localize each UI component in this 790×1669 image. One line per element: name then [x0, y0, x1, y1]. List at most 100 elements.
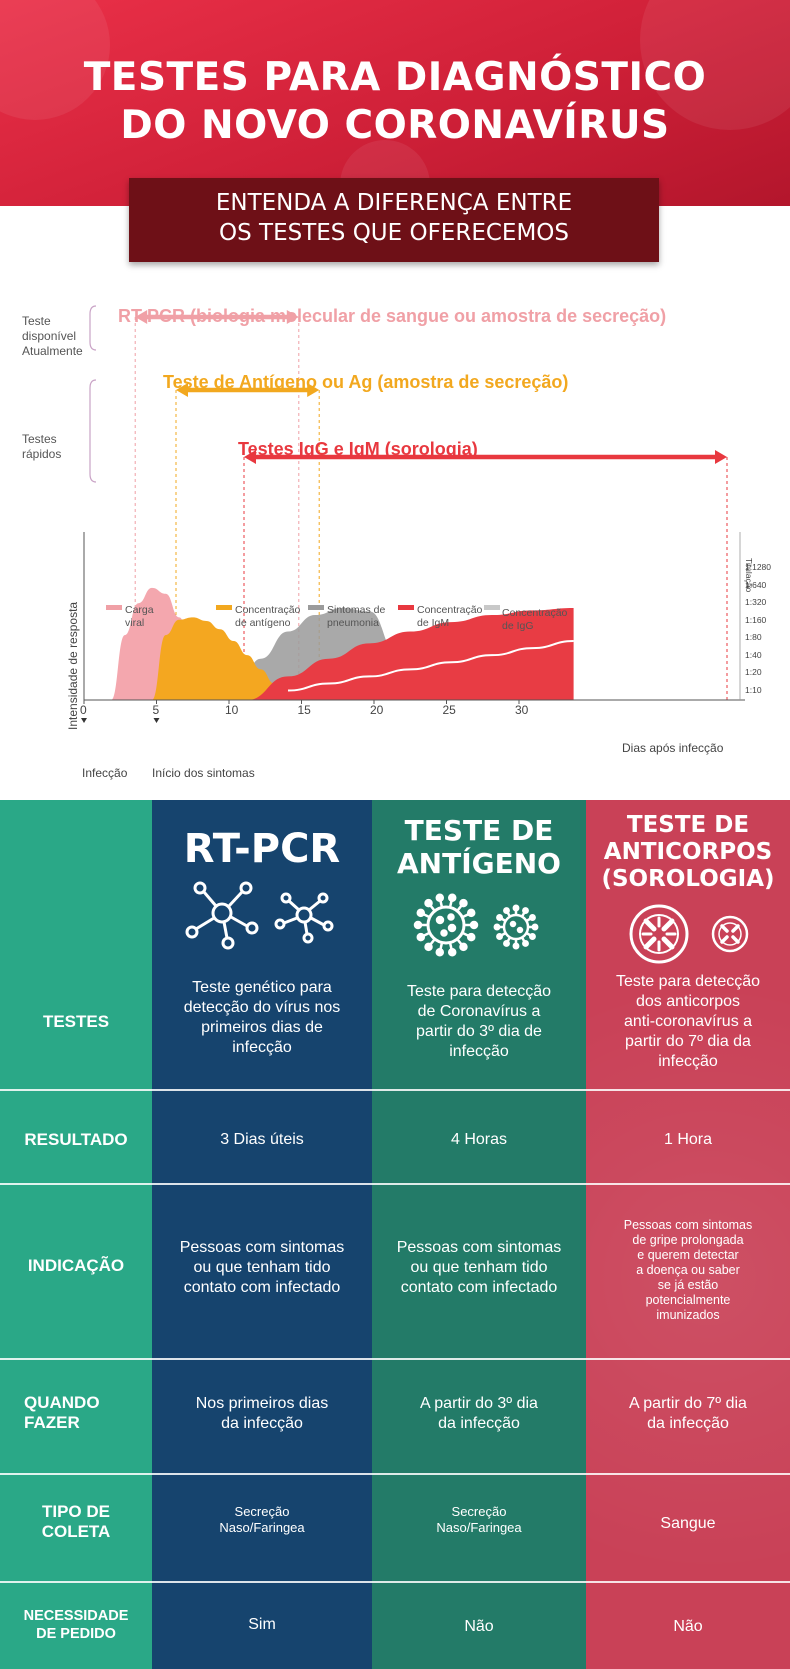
legend-igg-line-1: Concentração — [502, 607, 568, 619]
cell-text-line: de gripe prolongada — [632, 1233, 744, 1247]
row-label-collection-line-2: COLETA — [41, 1522, 111, 1541]
virus-spike-tip — [503, 940, 510, 947]
page-title: TESTES PARA DIAGNÓSTICO DO NOVO CORONAVÍ… — [0, 54, 790, 150]
event-marker — [81, 718, 87, 723]
cell-text-line: e querem detectar — [637, 1248, 739, 1262]
legend-igm: Concentração de IgM — [417, 604, 482, 630]
row-label-request-line-1: NECESSIDADE — [23, 1608, 129, 1624]
cell-text-line: Secreção — [234, 1504, 290, 1519]
row-divider — [0, 1473, 790, 1475]
virus-spike-tip — [424, 898, 433, 908]
cell-text-line: Nos primeiros dias — [195, 1395, 329, 1412]
x-tick-label: 25 — [442, 703, 456, 717]
rapid-tests-label: Testes rápidos — [22, 432, 61, 462]
column-header-antigen: TESTE DE ANTÍGENO — [372, 800, 586, 980]
cell-text-line: imunizados — [656, 1308, 720, 1322]
range-label-serology: Testes IgG e IgM (sorologia) — [238, 439, 478, 459]
cell-text-line: 1 Hora — [663, 1131, 713, 1148]
cell-result-antibody: 1 Hora — [586, 1130, 790, 1150]
cell-text-line: Teste para detecção — [615, 973, 761, 990]
range-arrow-head-left — [244, 450, 256, 464]
cell-indication-antigen: Pessoas com sintomas ou que tenham tido … — [372, 1238, 586, 1298]
available-label-line-3: Atualmente — [22, 344, 83, 358]
right-tick-label: 1:640 — [745, 579, 767, 590]
cell-text-line: partir do 7º dia da — [625, 1033, 751, 1050]
comparison-table: RT-PCR TESTE DE ANTÍGENO — [0, 800, 790, 1669]
rapid-label-line-1: Testes — [22, 432, 57, 446]
y-axis-label: Intensidade de resposta — [66, 601, 80, 730]
row-label-tests: TESTES — [42, 1012, 110, 1031]
timeline-chart: Teste disponível Atualmente Testes rápid… — [0, 262, 790, 800]
virus-icon — [413, 893, 539, 957]
available-test-label: Teste disponível Atualmente — [22, 314, 83, 359]
virus-spike-tip — [496, 914, 503, 921]
cell-tests-rt-pcr: Teste genético para detecção do vírus no… — [152, 978, 372, 1058]
cell-text-line: Naso/Faringea — [436, 1520, 522, 1535]
virus-spike-tip — [447, 893, 457, 902]
cell-text-line: Teste para detecção — [406, 983, 552, 1000]
cell-text-line: Não — [673, 1618, 703, 1635]
legend-igg-line-2: de IgG — [502, 620, 534, 632]
row-label-indication: INDICAÇÃO — [27, 1256, 125, 1275]
cell-request-antigen: Não — [372, 1617, 586, 1637]
legend-swatch — [308, 605, 324, 610]
right-tick-label: 1:1280 — [745, 562, 771, 572]
cell-text-line: 3 Dias úteis — [220, 1131, 304, 1148]
cell-text-line: dos anticorpos — [635, 993, 741, 1010]
cell-text-line: A partir do 7º dia — [629, 1395, 747, 1412]
range-arrow-head-right — [715, 450, 727, 464]
x-tick-label: 15 — [297, 703, 311, 717]
legend-antigen-line-2: de antígeno — [235, 617, 291, 629]
virus-spike-tip — [416, 908, 426, 918]
rapid-label-line-2: rápidos — [22, 447, 62, 461]
legend-viral-load-line-2: viral — [125, 617, 145, 629]
cell-text-line: detecção do vírus nos — [183, 999, 341, 1016]
cell-text-line: Naso/Faringea — [219, 1520, 305, 1535]
virus-spike-tip — [496, 933, 503, 940]
x-tick-label: 30 — [515, 703, 529, 717]
column-title-antibody-line-2: ANTICORPOS — [603, 839, 773, 865]
legend-swatch — [398, 605, 414, 610]
row-divider — [0, 1183, 790, 1185]
range-label-antigen: Teste de Antígeno ou Ag (amostra de secr… — [163, 372, 569, 392]
virus-spike-tip — [416, 932, 426, 942]
cell-text-line: Secreção — [451, 1504, 507, 1519]
x-axis-label: Dias após infecção — [622, 741, 724, 755]
event-marker — [153, 718, 160, 723]
legend-pneumonia-line-1: Sintomas de — [327, 604, 386, 616]
right-tick-label: 1:160 — [745, 614, 767, 625]
row-label-when: QUANDO FAZER — [0, 1393, 152, 1433]
cell-text-line: a doença ou saber — [636, 1263, 740, 1277]
column-title-antibody-line-1: TESTE DE — [626, 812, 750, 838]
virus-spike-tip — [435, 893, 445, 902]
row-label-when-line-2: FAZER — [24, 1413, 80, 1432]
molecule-icon — [185, 881, 334, 950]
right-tick-label: 1:320 — [745, 597, 767, 607]
cell-indication-rt-pcr: Pessoas com sintomas ou que tenham tido … — [152, 1238, 372, 1298]
legend-igg: Concentração de IgG — [502, 607, 567, 633]
row-label-collection: TIPO DE COLETA — [0, 1502, 152, 1542]
subtitle-line-2: OS TESTES QUE OFERECEMOS — [219, 220, 569, 246]
virus-spike-tip — [413, 920, 423, 930]
subtitle-line-1: ENTENDA A DIFERENÇA ENTRE — [215, 190, 573, 216]
cell-text-line: Pessoas com sintomas — [396, 1239, 562, 1256]
cell-text-line: ou que tenham tido — [193, 1259, 331, 1276]
cell-text-line: infecção — [232, 1039, 292, 1056]
antigen-area — [152, 617, 302, 700]
range-arrow-head-left — [176, 383, 188, 397]
cell-text-line: Pessoas com sintomas — [179, 1239, 345, 1256]
cell-request-antibody: Não — [586, 1617, 790, 1637]
row-label-request: NECESSIDADE DE PEDIDO — [0, 1607, 152, 1643]
cell-text-line: da infecção — [647, 1415, 729, 1432]
cell-when-antibody: A partir do 7º dia da infecção — [586, 1394, 790, 1434]
virus-spike-tip — [469, 920, 479, 930]
legend-antigen-line-1: Concentração — [235, 604, 301, 616]
cell-text-line: 4 Horas — [450, 1131, 508, 1148]
cell-text-line: contato com infectado — [400, 1279, 558, 1296]
column-title-rt-pcr-line-1: RT-PCR — [183, 826, 341, 872]
cell-text-line: Sim — [248, 1616, 276, 1633]
virus-spike-tip — [503, 907, 510, 914]
cell-tests-antibody: Teste para detecção dos anticorpos anti-… — [586, 972, 790, 1072]
range-arrow-head-left — [135, 310, 148, 324]
cell-text-line: anti-coronavírus a — [623, 1013, 753, 1030]
